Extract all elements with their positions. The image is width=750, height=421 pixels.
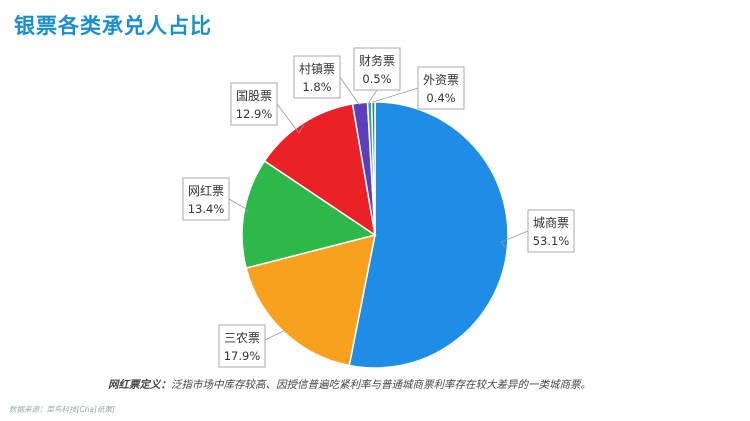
footnote-text: 泛指市场中库存较高、因授信普遍吃紧利率与普通城商票利率存在较大差异的一类城商票。 [171, 379, 591, 391]
slice-value-label: 1.8% [302, 80, 331, 94]
pie-slice-2 [245, 233, 376, 367]
slice-name-label: 三农票 [224, 331, 260, 345]
slice-name-label: 财务票 [359, 53, 395, 68]
pie-slice-1 [348, 101, 509, 369]
label-box-2 [218, 324, 266, 368]
leader-line-1 [500, 230, 529, 248]
label-box-5 [293, 55, 341, 99]
slice-value-label: 0.5% [362, 72, 391, 86]
slice-value-label: 13.4% [188, 202, 225, 216]
label-box-1 [527, 209, 575, 253]
slice-value-label: 12.9% [236, 107, 273, 121]
chart-title: 银票各类承兑人占比 [14, 14, 212, 38]
pie-slice-3 [241, 159, 377, 269]
leader-line-7 [372, 87, 419, 105]
source-note: 数据来源：菜鸟科技[Cha]纸票] [9, 405, 115, 414]
footnote: 网红票定义：泛指市场中库存较高、因授信普遍吃紧利率与普通城商票利率存在较大差异的… [108, 377, 591, 392]
slice-value-label: 17.9% [224, 349, 261, 363]
label-box-7 [417, 66, 465, 110]
leader-line-6 [368, 89, 378, 105]
slice-value-label: 0.4% [426, 91, 455, 105]
slice-value-label: 53.1% [533, 234, 570, 248]
slice-name-label: 国股票 [236, 89, 272, 103]
leader-line-3 [228, 198, 249, 214]
slice-name-label: 村镇票 [299, 62, 335, 76]
slice-name-label: 城商票 [533, 215, 569, 230]
slice-name-label: 网红票 [188, 183, 224, 198]
pie-slice-4 [263, 103, 377, 237]
leader-line-4 [276, 103, 305, 134]
label-box-4 [230, 82, 278, 126]
leader-line-5 [339, 76, 361, 106]
label-box-6 [353, 47, 401, 91]
label-box-3 [182, 177, 230, 221]
slice-name-label: 外资票 [423, 73, 459, 87]
footnote-label: 网红票定义： [108, 379, 171, 391]
